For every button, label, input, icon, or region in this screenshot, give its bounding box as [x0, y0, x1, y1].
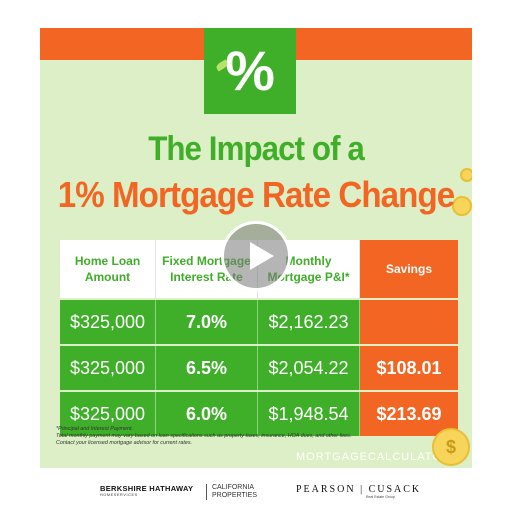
region-line-1: CALIFORNIA	[212, 484, 255, 491]
cell-payment: $2,162.23	[258, 300, 360, 344]
video-play-button[interactable]	[221, 221, 291, 291]
footnote-line: *Principal and Interest Payment.	[56, 426, 134, 432]
title-line-2: 1% Mortgage Rate Change	[57, 174, 456, 215]
title-line-1: The Impact of a	[148, 130, 365, 168]
cell-amount: $325,000	[60, 300, 156, 344]
rate-table: Home Loan Amount Fixed Mortgage Interest…	[60, 240, 458, 436]
table-row: $325,000 6.5% $2,054.22 $108.01	[60, 346, 458, 390]
header-home-loan-amount: Home Loan Amount	[60, 240, 156, 298]
infographic-card: % The Impact of a 1% Mortgage Rate Chang…	[40, 28, 472, 468]
footnote-line: Contact your licensed mortgage advisor f…	[56, 440, 193, 446]
brand-region: CALIFORNIA PROPERTIES	[206, 484, 257, 500]
dollar-coin-icon: $	[432, 428, 470, 466]
cell-rate: 6.5%	[156, 346, 258, 390]
table-row: $325,000 6.0% $1,948.54 $213.69	[60, 392, 458, 436]
brand-name: PEARSON | CUSACK	[296, 484, 422, 495]
coin-icon	[460, 168, 472, 182]
cell-rate: 6.0%	[156, 392, 258, 436]
cell-amount: $325,000	[60, 346, 156, 390]
brand-name: BERKSHIRE HATHAWAY	[100, 484, 194, 493]
cell-savings: $108.01	[360, 346, 458, 390]
footnote-line: Total monthly payment may vary based on …	[56, 433, 352, 439]
pearson-cusack-logo: PEARSON | CUSACK Real Estate Group	[296, 484, 421, 499]
coin-icon	[452, 196, 472, 216]
table-row: $325,000 7.0% $2,162.23	[60, 300, 458, 344]
berkshire-logo: BERKSHIRE HATHAWAY HOMESERVICES	[100, 484, 193, 497]
cell-savings	[360, 300, 458, 344]
brand-subtitle: HOMESERVICES	[100, 493, 138, 497]
percent-icon: %	[225, 39, 275, 102]
header-savings: Savings	[360, 240, 458, 298]
percent-badge: %	[204, 28, 296, 114]
region-line-2: PROPERTIES	[212, 492, 257, 499]
cell-rate: 7.0%	[156, 300, 258, 344]
table-header-row: Home Loan Amount Fixed Mortgage Interest…	[60, 240, 458, 298]
cell-savings: $213.69	[360, 392, 458, 436]
play-icon	[250, 242, 274, 270]
brand-subtitle: Real Estate Group	[366, 495, 395, 499]
cell-amount: $325,000	[60, 392, 156, 436]
watermark: MORTGAGECALCULATOR	[296, 451, 451, 463]
footnotes: *Principal and Interest Payment. Total m…	[56, 426, 456, 447]
cell-payment: $1,948.54	[258, 392, 360, 436]
cell-payment: $2,054.22	[258, 346, 360, 390]
